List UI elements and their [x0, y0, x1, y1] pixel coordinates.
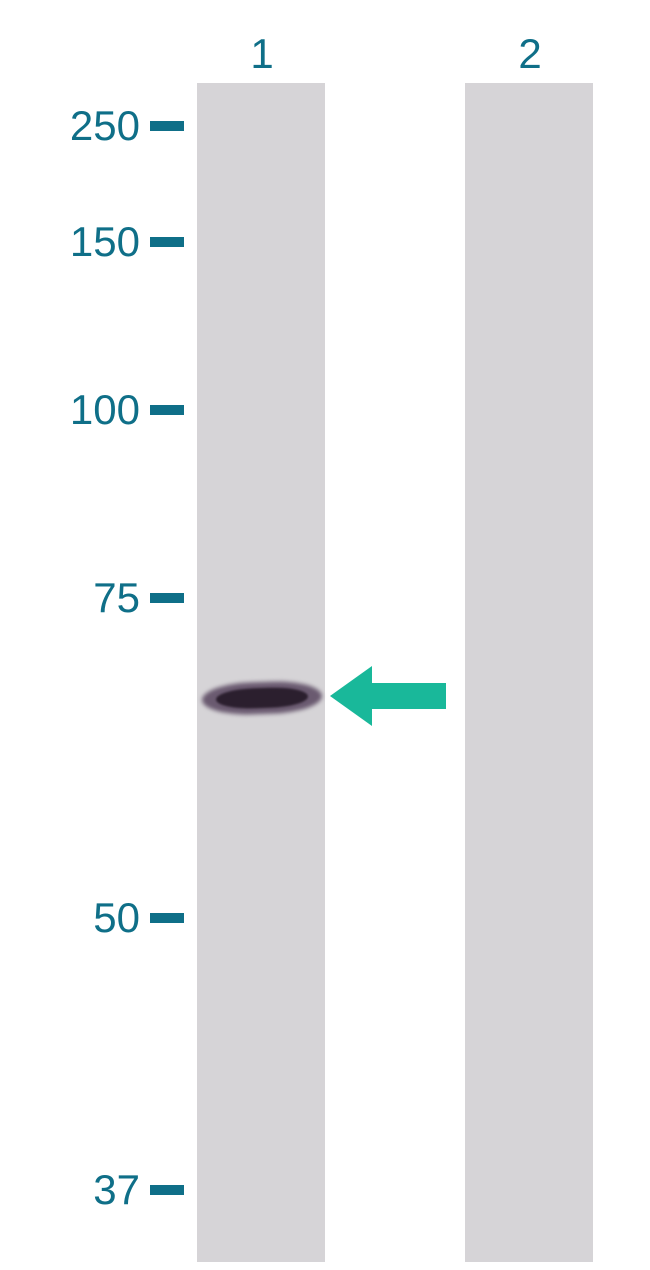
mw-tick-50 — [150, 913, 184, 923]
mw-tick-150 — [150, 237, 184, 247]
mw-tick-75 — [150, 593, 184, 603]
mw-label-50: 50 — [93, 894, 140, 942]
mw-label-37: 37 — [93, 1166, 140, 1214]
arrow-shaft — [370, 683, 446, 709]
western-blot-figure: 1 2 250 150 100 75 50 37 — [0, 0, 650, 1270]
lane-1-strip — [197, 83, 325, 1262]
mw-label-75: 75 — [93, 574, 140, 622]
lane-2-label: 2 — [518, 30, 541, 78]
mw-label-100: 100 — [70, 386, 140, 434]
mw-tick-100 — [150, 405, 184, 415]
lane-2-strip — [465, 83, 593, 1262]
mw-tick-250 — [150, 121, 184, 131]
mw-label-150: 150 — [70, 218, 140, 266]
mw-tick-37 — [150, 1185, 184, 1195]
arrow-head-icon — [330, 666, 372, 726]
lane-1-label: 1 — [250, 30, 273, 78]
mw-label-250: 250 — [70, 102, 140, 150]
